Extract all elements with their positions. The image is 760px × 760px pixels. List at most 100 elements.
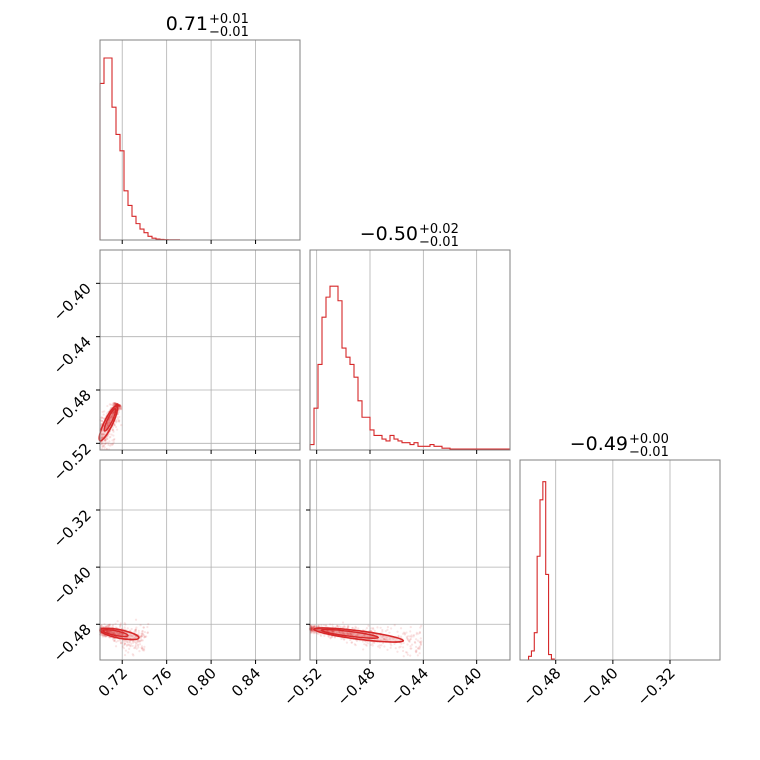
histogram-bar: [402, 443, 406, 450]
sample-point: [120, 406, 123, 409]
sample-point: [114, 631, 117, 634]
sample-point: [383, 638, 386, 641]
histogram-bar: [350, 364, 354, 450]
sample-point: [399, 645, 402, 648]
sample-point: [134, 628, 137, 631]
sample-point: [103, 410, 106, 413]
sample-point: [116, 403, 120, 406]
sample-point: [118, 404, 121, 407]
sample-point: [114, 403, 117, 406]
sample-point: [106, 422, 109, 425]
sample-point: [388, 638, 391, 641]
y-tick-label: −0.40: [50, 563, 95, 608]
sample-point: [336, 624, 339, 628]
histogram-bar: [330, 286, 334, 450]
sample-point: [311, 625, 314, 628]
sample-point: [109, 403, 113, 406]
sample-point: [396, 650, 399, 653]
sample-point: [127, 636, 130, 639]
sample-point: [310, 626, 313, 629]
contour-inner: [103, 408, 117, 432]
sample-point: [365, 644, 368, 647]
sample-point: [140, 634, 143, 637]
sample-point: [140, 635, 143, 638]
sample-point: [108, 403, 111, 406]
sample-point: [403, 632, 407, 635]
sample-point: [143, 630, 146, 634]
sample-point: [412, 635, 415, 638]
scatter-panel: [99, 459, 301, 661]
sample-point: [141, 630, 144, 633]
sample-point: [317, 628, 320, 631]
sample-point: [124, 639, 127, 642]
sample-point: [106, 423, 109, 426]
sample-point: [311, 627, 314, 631]
histogram-bar: [140, 229, 144, 240]
sample-point: [415, 649, 418, 652]
sample-point: [312, 630, 315, 633]
sample-point: [354, 644, 357, 647]
sample-point: [112, 410, 116, 413]
title-minus-error: −0.01: [419, 235, 459, 250]
sample-point: [141, 647, 144, 650]
sample-point: [104, 635, 108, 638]
sample-point: [143, 645, 146, 648]
sample-point: [406, 653, 409, 656]
sample-point: [310, 628, 313, 631]
sample-point: [342, 632, 345, 635]
sample-point: [410, 635, 413, 638]
sample-point: [362, 633, 366, 637]
sample-point: [117, 404, 121, 408]
sample-point: [105, 436, 108, 440]
sample-point: [112, 401, 115, 405]
sample-point: [410, 643, 414, 646]
sample-point: [418, 630, 421, 634]
sample-point: [317, 628, 320, 632]
sample-point: [107, 443, 110, 446]
sample-point: [311, 626, 314, 630]
sample-point: [118, 625, 122, 628]
sample-point: [310, 626, 314, 629]
sample-point: [405, 635, 408, 638]
sample-point: [320, 624, 323, 627]
histogram-bar: [108, 58, 112, 240]
sample-point: [113, 402, 116, 405]
sample-point: [338, 625, 341, 628]
sample-point: [137, 631, 140, 635]
sample-point: [363, 634, 366, 638]
sample-point: [381, 628, 384, 632]
sample-point: [348, 632, 351, 635]
sample-point: [118, 407, 121, 410]
sample-point: [327, 629, 330, 633]
sample-point: [310, 626, 314, 630]
sample-point: [343, 638, 346, 641]
histogram-bar: [410, 445, 414, 450]
sample-point: [118, 404, 121, 407]
sample-point: [415, 631, 418, 634]
sample-point: [350, 632, 353, 635]
sample-point: [380, 644, 383, 647]
sample-point: [113, 423, 116, 426]
histogram-title: −0.50: [360, 223, 418, 245]
sample-point: [116, 403, 119, 406]
sample-point: [419, 637, 422, 640]
sample-point: [120, 633, 123, 636]
sample-point: [385, 639, 388, 642]
sample-point: [111, 403, 114, 406]
sample-point: [108, 636, 112, 639]
sample-point: [122, 643, 126, 647]
sample-point: [370, 627, 373, 630]
sample-point: [116, 403, 119, 406]
sample-point: [138, 640, 141, 643]
sample-point: [120, 424, 123, 427]
histogram-bar: [414, 443, 418, 450]
sample-point: [378, 644, 381, 647]
sample-point: [118, 406, 121, 409]
sample-point: [111, 631, 114, 634]
y-tick-label: −0.44: [50, 333, 95, 378]
sample-point: [386, 628, 389, 631]
sample-point: [414, 641, 417, 644]
sample-point: [116, 403, 119, 406]
sample-point: [142, 649, 145, 652]
sample-point: [309, 628, 313, 632]
